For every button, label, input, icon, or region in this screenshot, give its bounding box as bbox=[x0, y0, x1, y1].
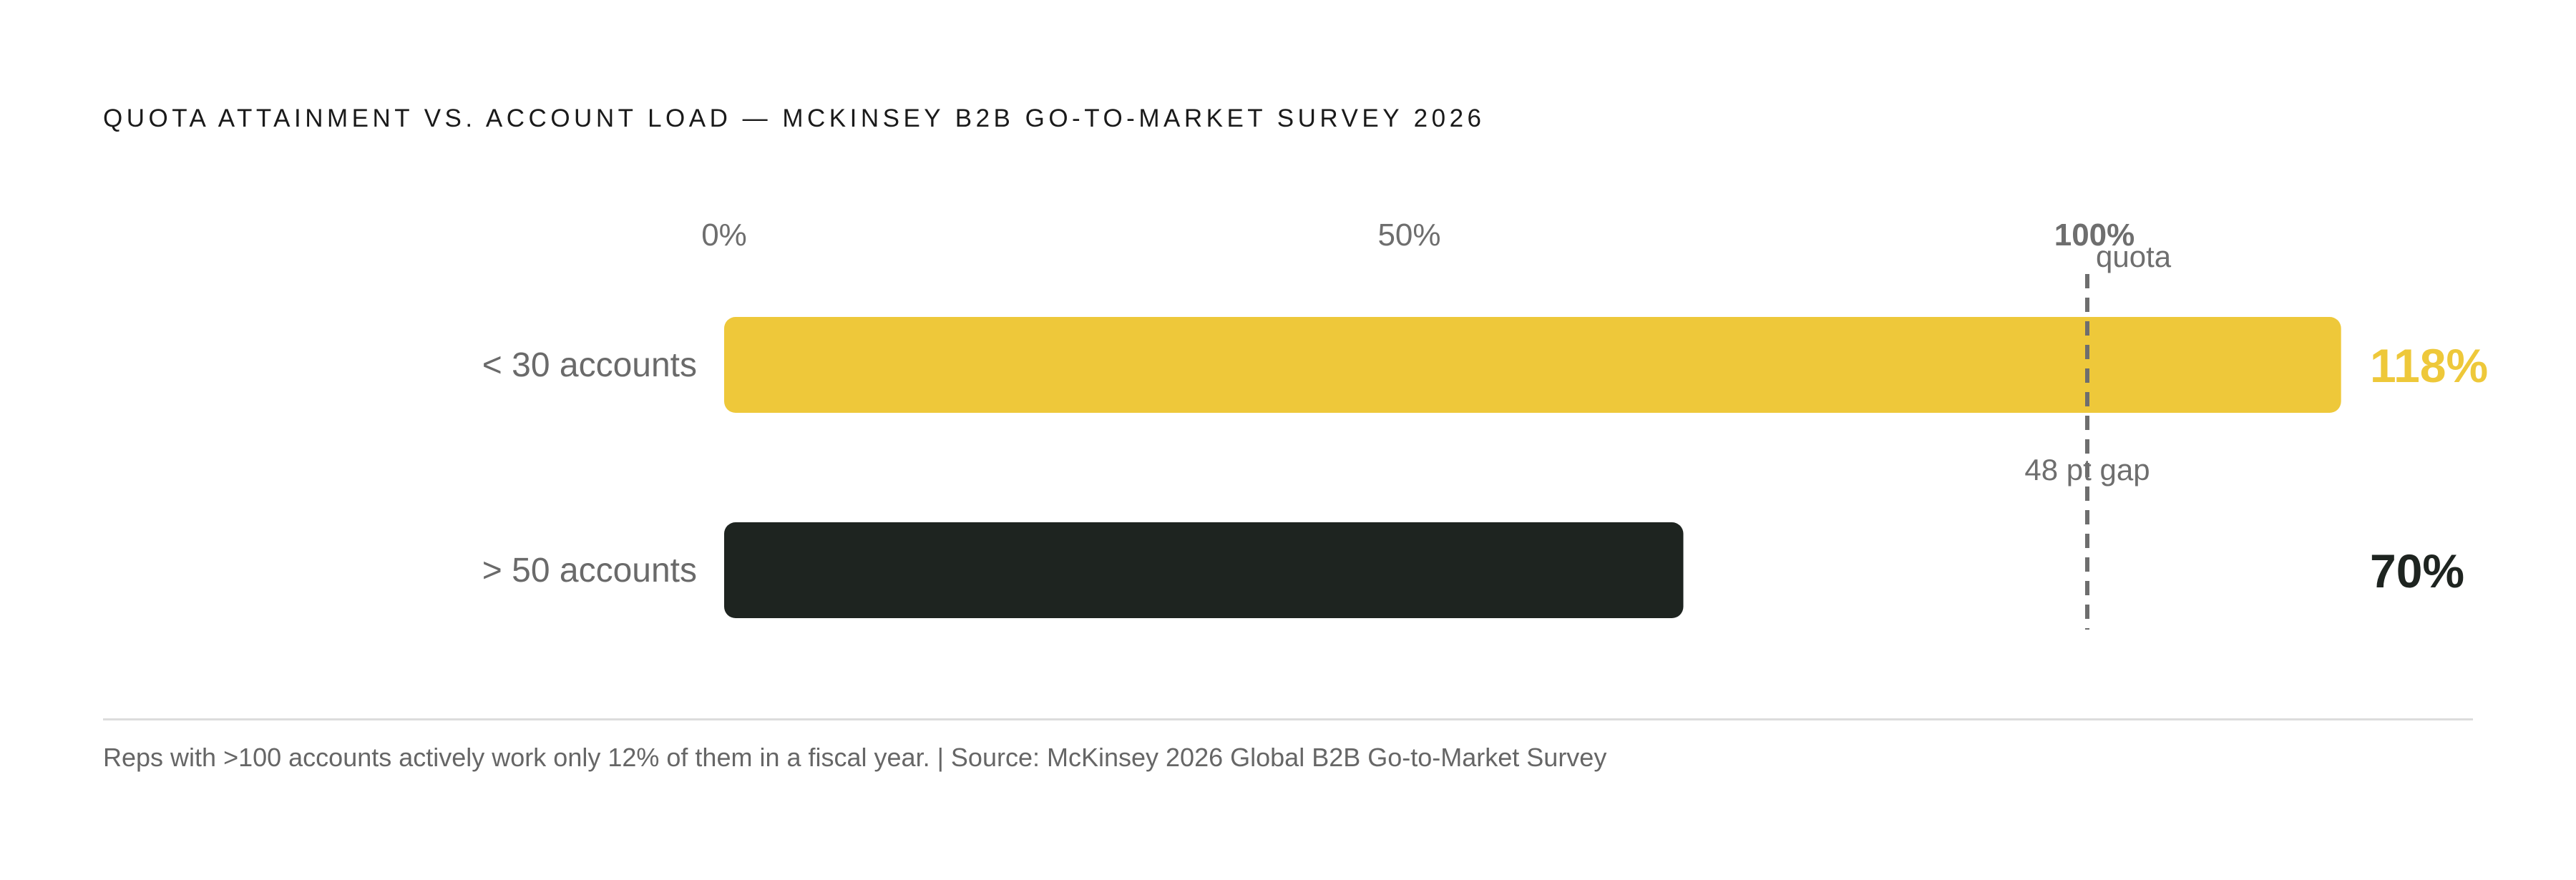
bar bbox=[724, 317, 2341, 413]
quota-bar-chart: 0% 50% 100% < 30 accounts 118% > 50 accounts 7… bbox=[482, 217, 2488, 630]
footnote: Reps with >100 accounts actively work on… bbox=[103, 743, 1607, 772]
x-tick-label: 100% bbox=[2054, 217, 2135, 253]
value-label: 70% bbox=[2370, 544, 2464, 597]
value-label: 118% bbox=[2370, 339, 2488, 392]
bar bbox=[724, 522, 1684, 618]
footer-divider bbox=[103, 718, 2473, 720]
chart-title: QUOTA ATTAINMENT VS. ACCOUNT LOAD — MCKI… bbox=[103, 104, 1485, 132]
x-tick-label: 0% bbox=[701, 217, 747, 253]
quota-label: quota bbox=[2096, 240, 2172, 273]
gap-annotation: 48 pt gap bbox=[2024, 453, 2150, 487]
category-label: < 30 accounts bbox=[482, 346, 697, 384]
category-label: > 50 accounts bbox=[482, 552, 697, 590]
x-tick-label: 50% bbox=[1377, 217, 1440, 253]
